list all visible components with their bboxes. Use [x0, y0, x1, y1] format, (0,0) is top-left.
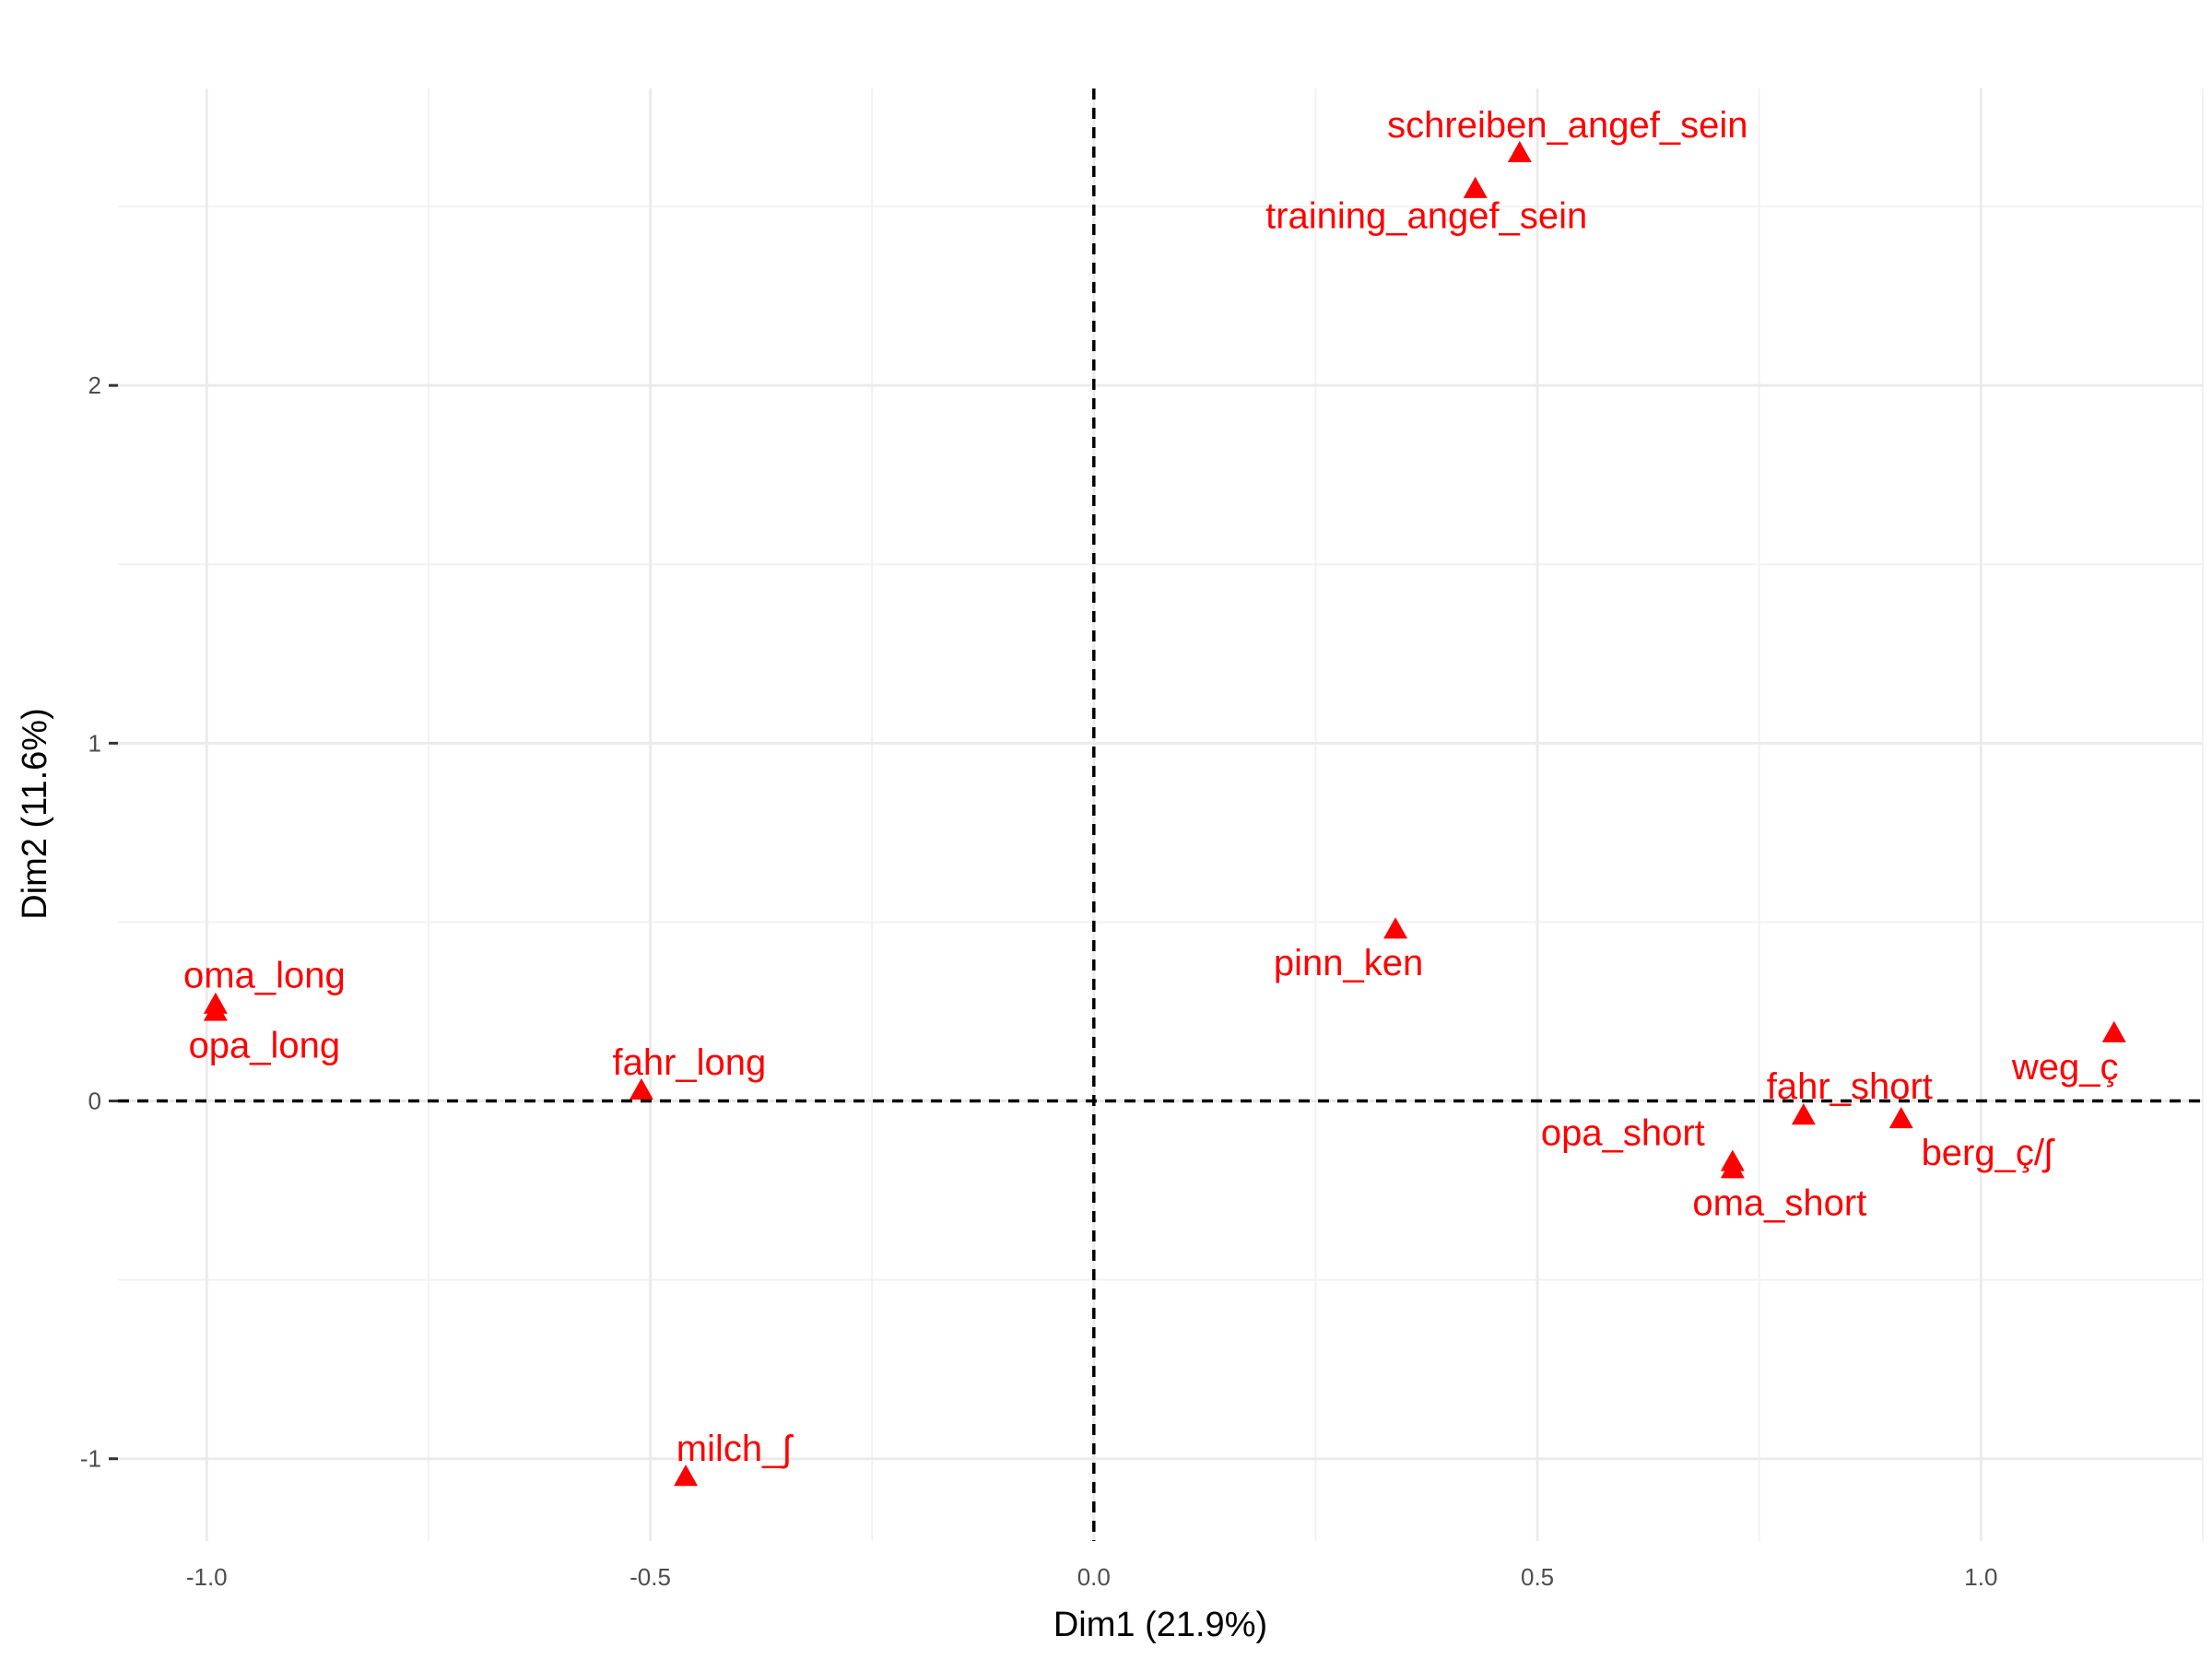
axis-ticks: -1.0 -0.5 0.0 0.5 1.0 -1 0 1 2 — [80, 371, 1998, 1591]
data-point-marker — [1720, 1157, 1745, 1179]
data-point-marker — [1791, 1103, 1816, 1125]
point-label: milch_ʃ — [677, 1429, 794, 1469]
point-label: fahr_long — [613, 1042, 767, 1083]
data-point-marker — [203, 999, 228, 1021]
y-tick-label: 0 — [88, 1088, 101, 1115]
data-point-marker — [1463, 176, 1488, 198]
x-tick-label: -1.0 — [186, 1563, 228, 1591]
point-label: schreiben_angef_sein — [1387, 105, 1747, 146]
y-tick-label: 1 — [88, 729, 101, 757]
point-label: opa_long — [189, 1025, 341, 1065]
reference-lines — [118, 88, 2203, 1541]
data-point-marker — [629, 1077, 653, 1100]
point-label: pinn_ken — [1274, 943, 1423, 983]
data-point-marker — [1383, 917, 1408, 939]
data-points — [203, 140, 2126, 1487]
point-label: opa_short — [1541, 1113, 1705, 1154]
data-point-marker — [674, 1465, 699, 1487]
point-label: fahr_short — [1767, 1066, 1933, 1107]
point-label: oma_short — [1692, 1182, 1866, 1223]
x-tick-label: -0.5 — [629, 1563, 671, 1591]
data-point-marker — [1888, 1106, 1913, 1129]
y-axis-title: Dim2 (11.6%) — [16, 708, 54, 919]
point-label: oma_long — [183, 956, 346, 996]
grid — [118, 88, 2204, 1541]
x-axis-title: Dim1 (21.9%) — [1053, 1606, 1267, 1644]
data-point-marker — [2101, 1020, 2126, 1042]
data-point-marker — [1507, 140, 1532, 163]
point-label: weg_ç — [2011, 1047, 2119, 1088]
point-label: training_angef_sein — [1265, 196, 1587, 237]
y-tick-label: 2 — [88, 371, 101, 399]
x-tick-label: 0.0 — [1077, 1563, 1111, 1591]
x-tick-label: 0.5 — [1521, 1563, 1554, 1591]
point-label: berg_ç/ʃ — [1922, 1133, 2055, 1173]
y-tick-label: -1 — [80, 1445, 101, 1473]
x-tick-label: 1.0 — [1964, 1563, 1997, 1591]
point-labels: schreiben_angef_sein training_angef_seinp… — [183, 105, 2119, 1469]
